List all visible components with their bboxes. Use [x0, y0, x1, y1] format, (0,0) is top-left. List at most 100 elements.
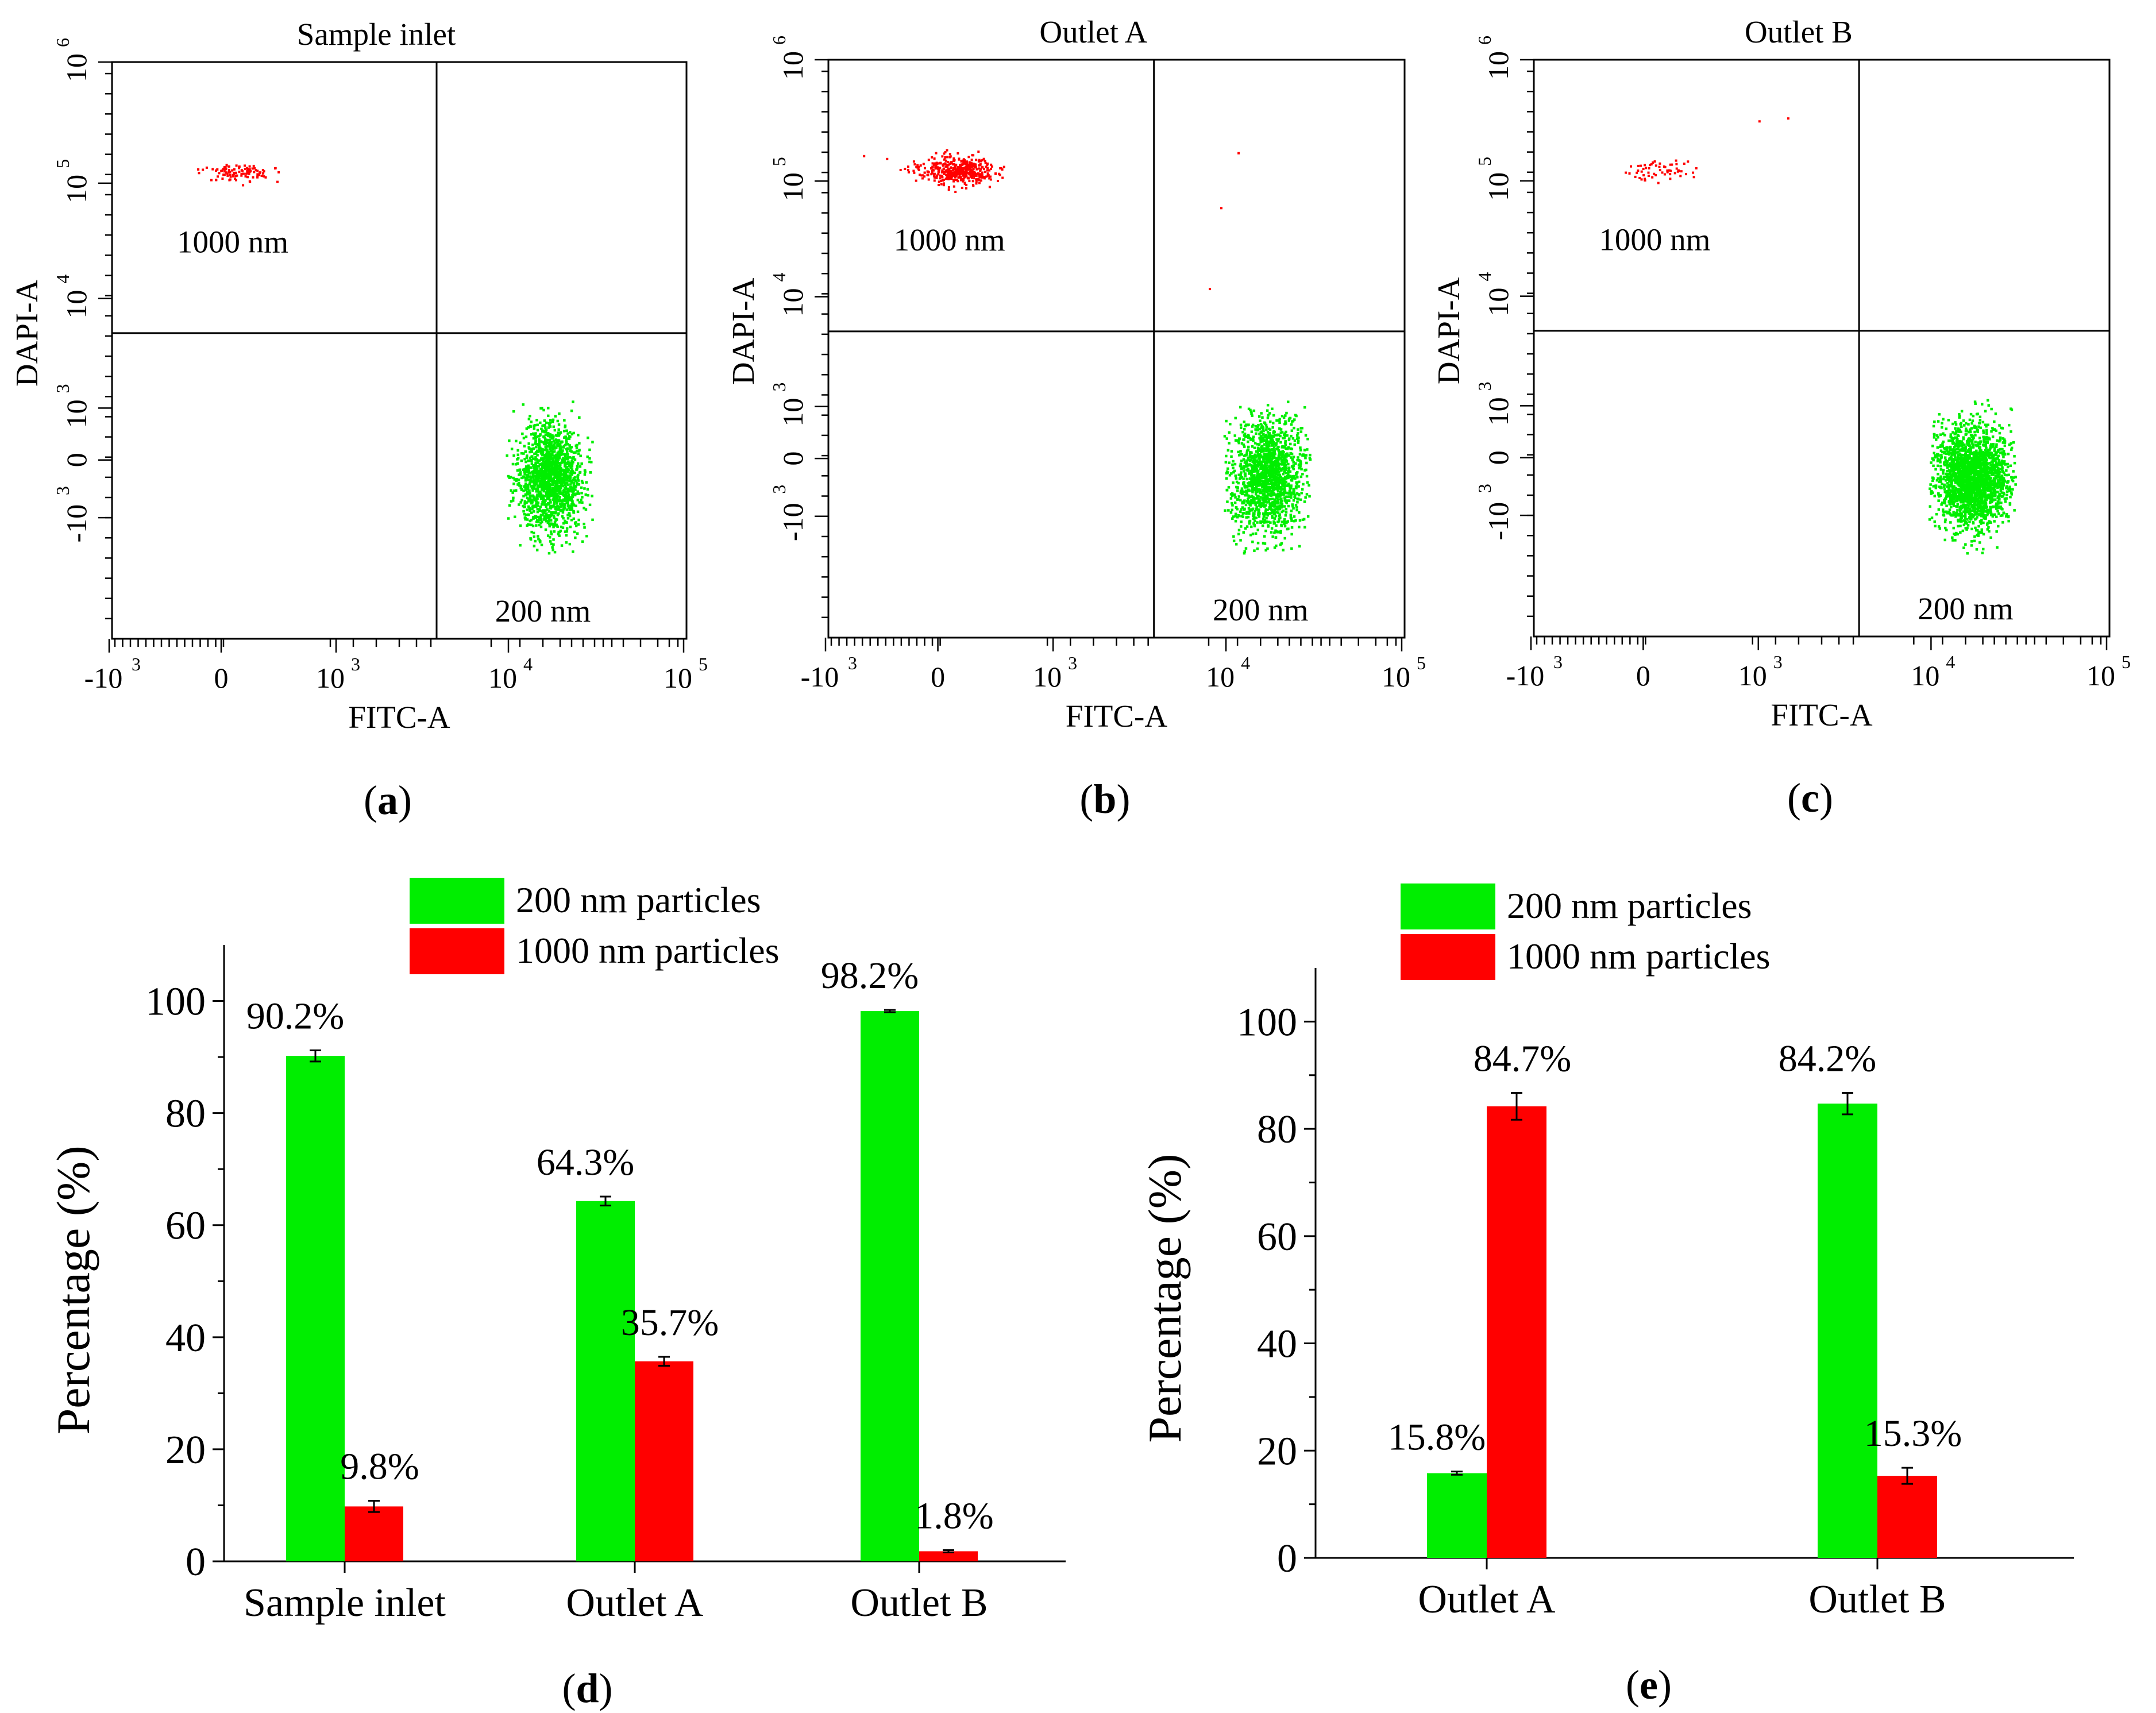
point-200nm: [573, 530, 576, 534]
point-200nm: [584, 508, 588, 511]
point-200nm: [1260, 437, 1264, 440]
point-200nm: [1272, 471, 1275, 474]
point-200nm: [1962, 419, 1965, 422]
point-200nm: [535, 446, 538, 449]
point-200nm: [580, 492, 583, 495]
point-200nm: [1280, 500, 1283, 503]
x-tick-base: 10: [1033, 661, 1062, 693]
point-200nm: [1259, 479, 1262, 481]
point-200nm: [543, 454, 546, 457]
point-200nm: [1293, 515, 1296, 518]
point-200nm: [1273, 531, 1276, 534]
point-200nm: [1287, 499, 1290, 502]
point-1000nm: [975, 173, 978, 176]
point-200nm: [1272, 454, 1275, 457]
point-200nm: [566, 483, 569, 486]
point-1000nm: [946, 165, 948, 168]
point-200nm: [1290, 429, 1294, 432]
point-200nm: [1293, 491, 1295, 494]
point-200nm: [516, 469, 519, 472]
point-200nm: [1283, 522, 1286, 526]
point-200nm: [1293, 426, 1295, 430]
y-tick-exponent: 4: [52, 275, 73, 284]
point-200nm: [557, 453, 560, 456]
point-200nm: [585, 535, 588, 538]
y-tick-exponent: 5: [769, 157, 789, 166]
point-200nm: [1247, 497, 1249, 501]
point-200nm: [1278, 473, 1281, 477]
point-1000nm: [223, 170, 226, 173]
point-200nm: [1269, 436, 1272, 439]
point-200nm: [1992, 482, 1996, 485]
point-200nm: [1243, 454, 1246, 457]
point-200nm: [1954, 465, 1957, 468]
point-200nm: [531, 507, 534, 511]
point-200nm: [516, 449, 519, 452]
point-200nm: [1297, 428, 1299, 431]
point-1000nm: [988, 177, 991, 180]
point-200nm: [530, 466, 533, 469]
point-200nm: [1303, 454, 1306, 457]
point-200nm: [574, 504, 577, 507]
point-200nm: [1962, 523, 1965, 527]
point-200nm: [566, 479, 569, 482]
point-200nm: [539, 407, 542, 410]
point-200nm: [525, 456, 528, 460]
point-200nm: [541, 476, 544, 479]
point-200nm: [533, 535, 535, 538]
point-200nm: [1234, 515, 1237, 518]
point-1000nm: [948, 168, 951, 171]
point-1000nm: [938, 184, 940, 187]
point-200nm: [1270, 442, 1272, 445]
point-1000nm: [967, 177, 970, 180]
point-200nm: [1264, 465, 1267, 468]
point-200nm: [1240, 515, 1243, 518]
point-200nm: [529, 450, 531, 454]
point-200nm: [1275, 497, 1278, 500]
point-200nm: [538, 516, 541, 519]
point-200nm: [1283, 469, 1286, 472]
point-200nm: [541, 465, 543, 468]
point-200nm: [535, 495, 538, 498]
point-200nm: [531, 447, 534, 450]
point-200nm: [553, 456, 557, 459]
point-200nm: [1254, 488, 1258, 491]
x-tick-base: 0: [931, 661, 945, 693]
point-200nm: [567, 514, 570, 517]
point-200nm: [1281, 484, 1284, 487]
point-200nm: [572, 479, 575, 482]
point-200nm: [1935, 479, 1939, 482]
point-200nm: [559, 529, 562, 533]
point-200nm: [583, 507, 585, 510]
point-1000nm: [978, 175, 981, 178]
point-200nm: [513, 478, 516, 481]
point-200nm: [1237, 528, 1241, 532]
point-200nm: [551, 466, 555, 469]
point-1000nm: [1668, 169, 1671, 172]
point-1000nm: [975, 178, 978, 181]
point-200nm: [1269, 494, 1272, 497]
point-200nm: [535, 419, 538, 422]
point-200nm: [563, 504, 566, 508]
point-200nm: [559, 504, 562, 508]
point-200nm: [1243, 550, 1246, 553]
point-200nm: [1256, 480, 1260, 483]
point-200nm: [553, 447, 556, 450]
point-200nm: [1285, 411, 1288, 415]
point-1000nm: [225, 171, 227, 174]
point-200nm: [1943, 485, 1946, 488]
point-200nm: [563, 436, 566, 439]
point-200nm: [1248, 520, 1251, 523]
point-200nm: [1250, 499, 1253, 502]
point-200nm: [1301, 473, 1304, 476]
point-200nm: [549, 438, 551, 441]
point-200nm: [1963, 424, 1966, 427]
point-1000nm: [912, 169, 915, 172]
point-200nm: [1969, 445, 1972, 448]
point-1000nm: [1647, 171, 1650, 174]
point-200nm: [1268, 503, 1271, 506]
point-1000nm: [954, 191, 957, 194]
plot-frame: [111, 61, 688, 640]
point-200nm: [1993, 513, 1996, 516]
